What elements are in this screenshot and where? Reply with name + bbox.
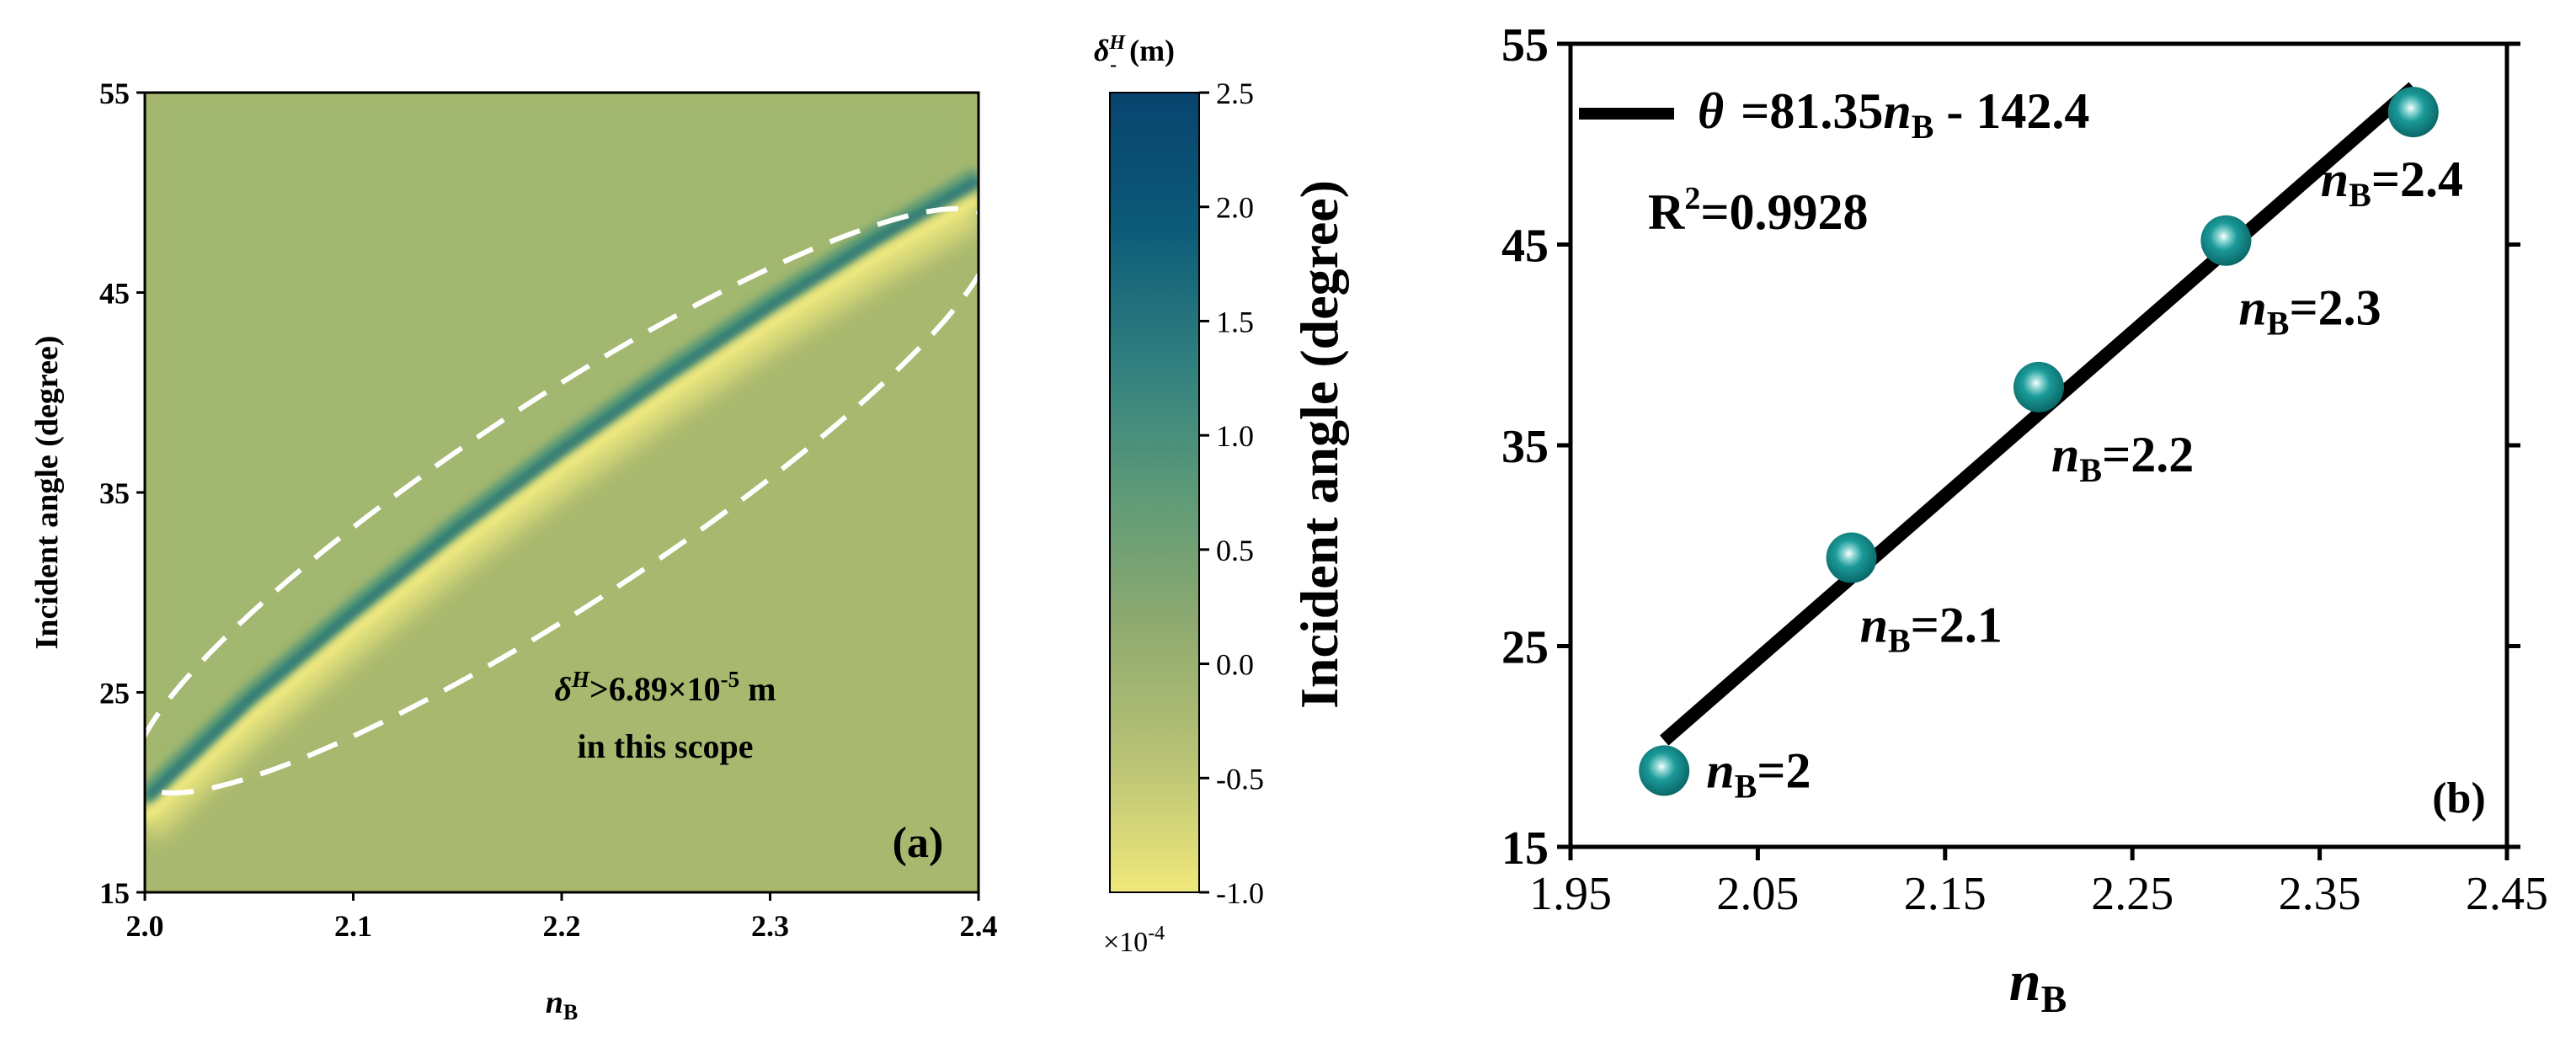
x-tick-label-a: 2.4: [960, 909, 998, 943]
x-tick-label-b: 2.05: [1716, 868, 1799, 920]
y-ticks-a: 15 25 35 45 55: [99, 77, 145, 910]
y-tick-label-a: 25: [99, 677, 130, 710]
colorbar-tick-label: 0.0: [1216, 648, 1254, 682]
colorbar-label: δH - (m): [1094, 32, 1175, 76]
x-tick-label-a: 2.0: [126, 909, 164, 943]
x-tick-label-a: 2.1: [334, 909, 372, 943]
heatmap-ridge-peak: [145, 178, 979, 802]
fit-line: [1659, 82, 2419, 746]
data-point: [2013, 361, 2064, 412]
axes-frame-b: [1568, 41, 2509, 849]
y-axis-label-b: Incident angle (degree): [1289, 180, 1349, 709]
colorbar-tick-label: -0.5: [1216, 762, 1264, 796]
x-tick-label-b: 2.35: [2279, 868, 2361, 920]
point-label: nB=2.2: [2051, 427, 2194, 489]
r-squared: R2=0.9928: [1648, 181, 1869, 240]
y-tick-label-b: 45: [1501, 221, 1549, 273]
point-label: nB=2.3: [2238, 280, 2381, 343]
y-tick-label-a: 35: [99, 476, 130, 510]
annotation-line1: δH>6.89×10-5 m: [555, 667, 776, 708]
x-tick-label-b: 2.45: [2466, 868, 2548, 920]
panel-label-a: (a): [893, 819, 944, 867]
data-point: [1639, 745, 1690, 796]
y-tick-label-b: 55: [1501, 19, 1549, 72]
heatmap-negative-band: [145, 196, 979, 840]
y-tick-label-a: 55: [99, 77, 130, 110]
x-tick-label-a: 2.3: [751, 909, 789, 943]
colorbar-scale: ×10-4: [1103, 923, 1165, 958]
colorbar-tick-label: 2.0: [1216, 191, 1254, 225]
dashed-ellipse: [132, 206, 996, 796]
heatmap-negative-core: [145, 194, 979, 823]
x-tick-label-b: 2.25: [2091, 868, 2173, 920]
colorbar-tick-label: 2.5: [1216, 77, 1254, 110]
legend-equation: θ =81.35nB - 142.4: [1698, 83, 2089, 146]
y-tick-label-b: 15: [1501, 822, 1549, 875]
colorbar-tick-label: -1.0: [1216, 876, 1264, 910]
x-ticks-a: 2.0 2.1 2.2 2.3 2.4: [126, 892, 998, 943]
data-point: [2200, 215, 2252, 266]
annotation-line2: in this scope: [578, 727, 754, 765]
x-tick-label-a: 2.2: [543, 909, 581, 943]
heatmap-positive-band: [145, 167, 979, 802]
panel-b-scatter: 1.95 2.05 2.15 2.25 2.35 2.45 15 25 35 45 55 nB=2…: [1289, 19, 2548, 1020]
x-ticks-b: 1.95 2.05 2.15 2.25 2.35 2.45: [1529, 847, 2548, 920]
y-tick-label-a: 45: [99, 277, 130, 311]
colorbar-tick-label: 0.5: [1216, 534, 1254, 567]
scatter-points: [1639, 87, 2439, 796]
point-label: nB=2.1: [1860, 598, 2003, 660]
x-axis-label-a: nB: [546, 985, 578, 1024]
colorbar-ticks: 2.5 2.0 1.5 1.0 0.5 0.0 -0.5 -1.0: [1199, 77, 1264, 910]
panel-label-b: (b): [2432, 774, 2486, 822]
x-tick-label-b: 1.95: [1529, 868, 1612, 920]
y-tick-label-a: 15: [99, 876, 130, 910]
colorbar-gradient: [1109, 92, 1200, 893]
point-label: nB=2.4: [2321, 152, 2463, 214]
colorbar-tick-label: 1.0: [1216, 419, 1254, 453]
colorbar: 2.5 2.0 1.5 1.0 0.5 0.0 -0.5 -1.0 δH - (m) ×10-4: [1094, 32, 1264, 958]
y-tick-label-b: 35: [1501, 421, 1549, 473]
point-label: nB=2: [1706, 742, 1811, 805]
y-tick-label-b: 25: [1501, 622, 1549, 674]
y-ticks-b: 15 25 35 45 55: [1501, 19, 2520, 875]
colorbar-tick-label: 1.5: [1216, 305, 1254, 338]
data-point: [1826, 532, 1877, 583]
x-tick-label-b: 2.15: [1904, 868, 1987, 920]
panel-a-heatmap: 2.0 2.1 2.2 2.3 2.4 15 25 35 45 55 δH>6.89×10-5 …: [29, 77, 998, 1024]
point-labels: nB=2 nB=2.1 nB=2.2 nB=2.3 nB=2.4: [1706, 152, 2463, 805]
x-axis-label-b: nB: [2009, 949, 2067, 1020]
data-point: [2387, 87, 2439, 138]
y-axis-label-a: Incident angle (degree): [29, 336, 65, 650]
